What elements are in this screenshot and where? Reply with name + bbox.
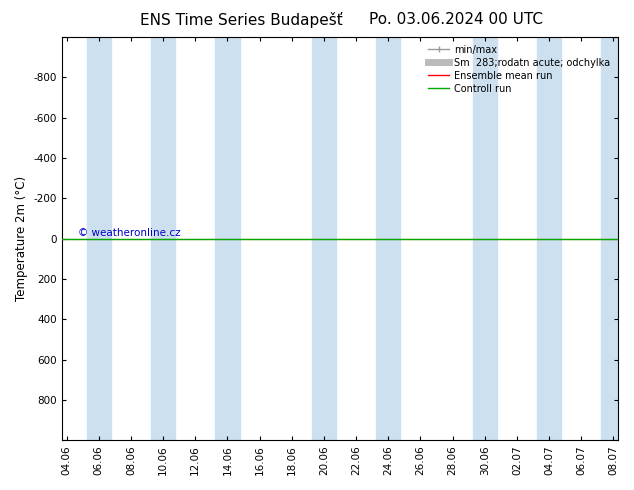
Y-axis label: Temperature 2m (°C): Temperature 2m (°C) <box>15 176 28 301</box>
Text: © weatheronline.cz: © weatheronline.cz <box>79 228 181 238</box>
Bar <box>216 37 240 441</box>
Bar <box>151 37 175 441</box>
Legend: min/max, Sm  283;rodatn acute; odchylka, Ensemble mean run, Controll run: min/max, Sm 283;rodatn acute; odchylka, … <box>425 42 614 97</box>
Text: Po. 03.06.2024 00 UTC: Po. 03.06.2024 00 UTC <box>370 12 543 27</box>
Bar <box>312 37 336 441</box>
Bar <box>376 37 400 441</box>
Text: ENS Time Series Budapešť: ENS Time Series Budapešť <box>139 12 342 28</box>
Bar <box>602 37 626 441</box>
Bar <box>87 37 111 441</box>
Bar <box>473 37 497 441</box>
Bar <box>537 37 561 441</box>
